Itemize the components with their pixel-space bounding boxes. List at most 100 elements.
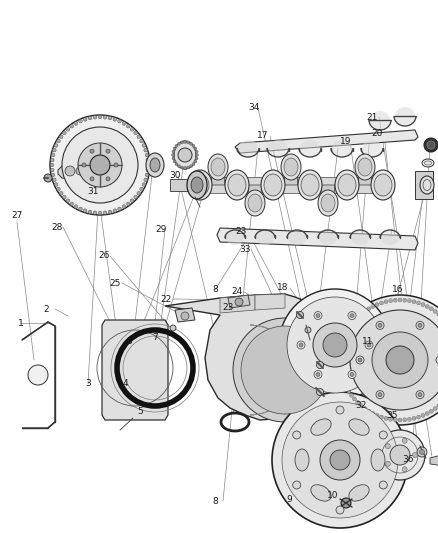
Circle shape <box>140 187 143 191</box>
Ellipse shape <box>146 153 164 177</box>
Circle shape <box>118 119 121 123</box>
Circle shape <box>367 409 371 413</box>
Ellipse shape <box>319 231 337 245</box>
Text: 23: 23 <box>223 303 234 311</box>
Circle shape <box>384 416 388 421</box>
Circle shape <box>402 438 407 443</box>
Text: 10: 10 <box>327 491 339 500</box>
Circle shape <box>142 183 146 187</box>
Ellipse shape <box>238 140 258 156</box>
Circle shape <box>82 163 86 167</box>
Circle shape <box>375 414 379 417</box>
Circle shape <box>437 403 438 408</box>
Circle shape <box>122 122 126 125</box>
Ellipse shape <box>321 194 335 212</box>
Circle shape <box>98 115 102 119</box>
Ellipse shape <box>264 174 282 196</box>
Circle shape <box>235 298 243 306</box>
Circle shape <box>142 144 146 147</box>
Circle shape <box>403 418 407 422</box>
Ellipse shape <box>318 190 338 216</box>
Circle shape <box>88 116 92 120</box>
Circle shape <box>106 177 110 181</box>
Circle shape <box>146 163 150 167</box>
Circle shape <box>108 210 112 214</box>
Circle shape <box>358 358 362 362</box>
Text: 7: 7 <box>152 333 158 342</box>
Text: 18: 18 <box>277 284 289 293</box>
Circle shape <box>412 300 416 304</box>
Text: 23: 23 <box>235 228 247 237</box>
Polygon shape <box>58 162 88 180</box>
Circle shape <box>57 139 60 143</box>
Circle shape <box>336 506 344 514</box>
Circle shape <box>172 154 174 157</box>
Circle shape <box>78 143 122 187</box>
Circle shape <box>53 148 56 152</box>
Circle shape <box>365 341 373 349</box>
Circle shape <box>437 312 438 317</box>
Circle shape <box>375 430 425 480</box>
Circle shape <box>412 416 416 421</box>
Circle shape <box>393 418 397 422</box>
Text: 6: 6 <box>126 336 132 345</box>
Circle shape <box>297 341 305 349</box>
Text: 34: 34 <box>248 103 260 112</box>
Circle shape <box>184 141 187 143</box>
Polygon shape <box>248 185 262 203</box>
Circle shape <box>378 324 382 327</box>
Text: 29: 29 <box>155 224 167 233</box>
Circle shape <box>416 391 424 399</box>
Text: 4: 4 <box>122 379 128 389</box>
Circle shape <box>144 178 148 182</box>
Text: 28: 28 <box>51 222 63 231</box>
Circle shape <box>134 195 138 199</box>
Circle shape <box>390 445 410 465</box>
Ellipse shape <box>208 154 228 180</box>
Circle shape <box>339 344 344 348</box>
Circle shape <box>175 163 178 166</box>
Circle shape <box>175 144 178 147</box>
Circle shape <box>429 409 433 413</box>
Ellipse shape <box>371 170 395 200</box>
Circle shape <box>114 163 118 167</box>
Text: 8: 8 <box>212 497 218 505</box>
Text: 17: 17 <box>257 132 269 141</box>
Circle shape <box>108 116 112 120</box>
Text: 8: 8 <box>212 286 218 295</box>
Circle shape <box>376 321 384 329</box>
Polygon shape <box>211 167 225 185</box>
Polygon shape <box>255 294 285 310</box>
Circle shape <box>424 138 438 152</box>
Text: 1: 1 <box>18 319 24 327</box>
Circle shape <box>83 209 87 213</box>
Circle shape <box>335 295 438 425</box>
Circle shape <box>385 462 390 466</box>
Ellipse shape <box>284 158 298 176</box>
Circle shape <box>338 353 342 357</box>
Ellipse shape <box>349 419 369 435</box>
Circle shape <box>421 414 425 417</box>
Circle shape <box>90 149 94 153</box>
Circle shape <box>367 307 371 311</box>
Ellipse shape <box>248 194 262 212</box>
Circle shape <box>173 147 176 150</box>
Ellipse shape <box>371 449 385 471</box>
Circle shape <box>173 160 176 163</box>
Circle shape <box>293 481 301 489</box>
Polygon shape <box>217 228 418 250</box>
Circle shape <box>79 207 82 211</box>
Circle shape <box>359 403 363 408</box>
Circle shape <box>421 303 425 306</box>
Circle shape <box>427 141 435 149</box>
Circle shape <box>83 118 87 121</box>
Circle shape <box>127 202 130 206</box>
Circle shape <box>192 144 195 147</box>
Ellipse shape <box>268 140 288 156</box>
Circle shape <box>379 481 387 489</box>
Ellipse shape <box>358 158 372 176</box>
Circle shape <box>376 391 384 399</box>
Circle shape <box>233 318 337 422</box>
Circle shape <box>341 498 351 508</box>
Circle shape <box>425 411 429 415</box>
